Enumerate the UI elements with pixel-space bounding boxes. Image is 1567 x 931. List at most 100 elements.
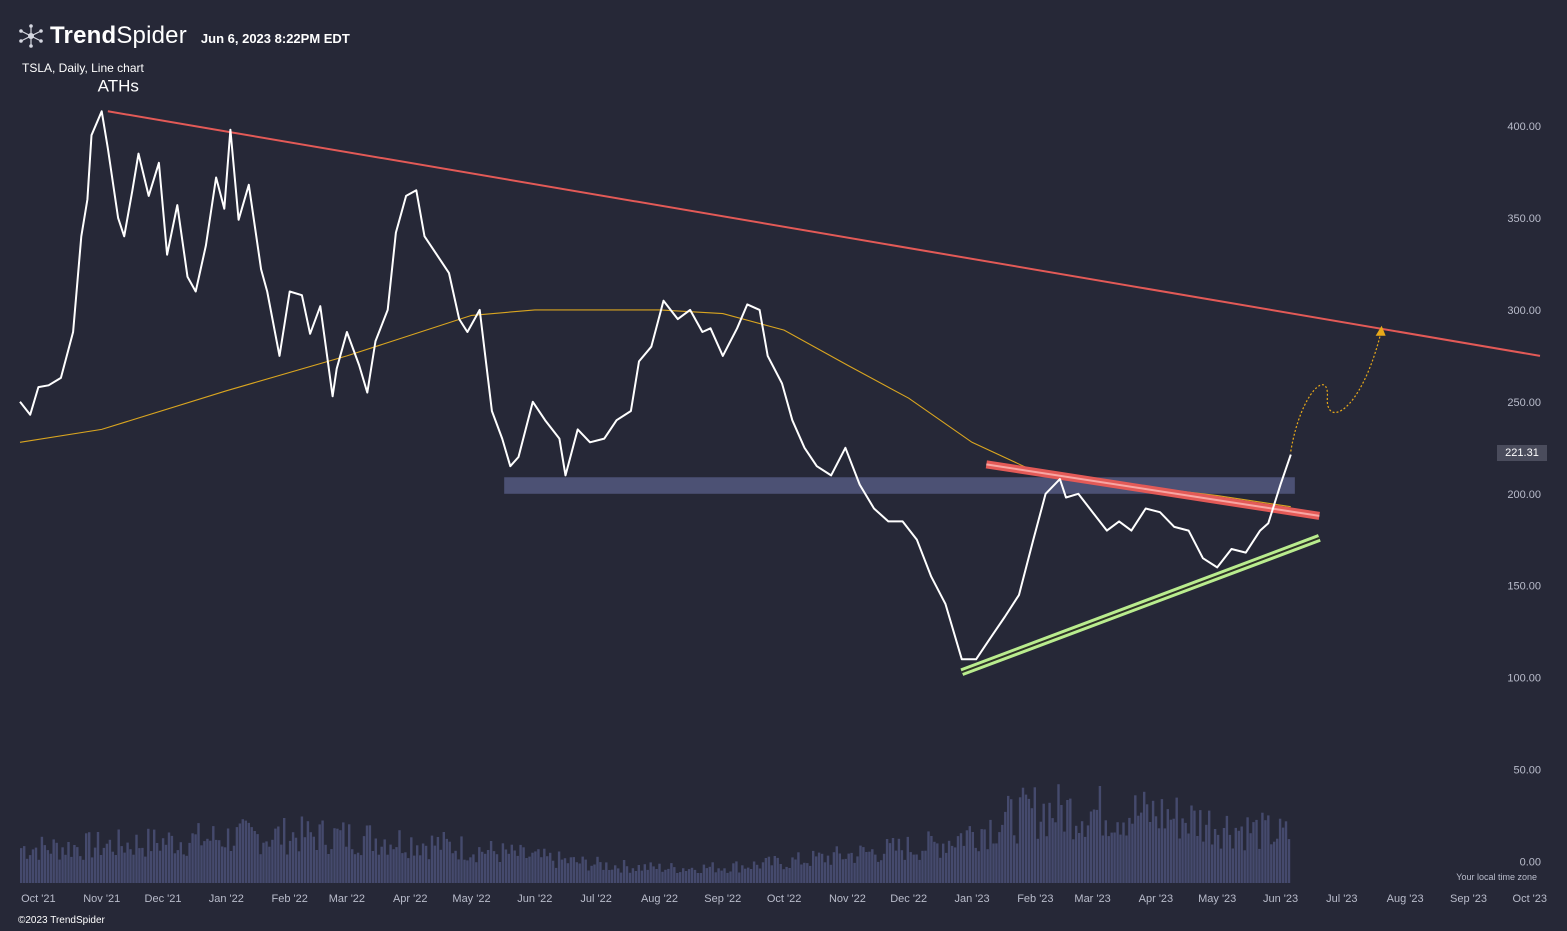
volume-bar	[439, 849, 442, 883]
volume-bar	[862, 847, 865, 883]
volume-bar	[690, 867, 694, 883]
volume-bar	[1211, 844, 1214, 883]
y-axis[interactable]: 400.00 350.00 300.00 250.00 200.00 150.00 100.…	[1507, 121, 1541, 869]
brand-header: TrendSpider Jun 6, 2023 8:22PM EDT	[18, 22, 350, 50]
volume-bar	[1051, 818, 1054, 883]
volume-bar	[1027, 798, 1031, 883]
volume-bar	[312, 836, 315, 883]
volume-bar	[129, 849, 132, 883]
volume-bar	[882, 853, 886, 883]
volume-bar	[602, 869, 605, 883]
moving-average	[19, 309, 1291, 508]
volume-bar	[300, 816, 304, 883]
volume-bar	[155, 843, 159, 883]
volume-bar	[1276, 838, 1279, 883]
volume-bar	[392, 849, 395, 883]
volume-bar	[218, 840, 221, 883]
volume-bar	[294, 837, 298, 883]
volume-bar	[525, 858, 528, 883]
volume-bar	[90, 857, 94, 883]
volume-bar	[856, 856, 859, 883]
volume-bar	[590, 865, 593, 883]
volume-bar	[1080, 821, 1084, 883]
volume-bar	[800, 864, 803, 883]
volume-bar	[1131, 823, 1134, 883]
volume-bar	[238, 823, 242, 883]
volume-bar	[351, 849, 354, 883]
volume-bar	[280, 844, 283, 883]
volume-bar	[1083, 836, 1087, 883]
volume-bar	[114, 855, 117, 883]
volume-bar	[288, 840, 292, 883]
timestamp: Jun 6, 2023 8:22PM EDT	[200, 30, 350, 46]
volume-bar	[773, 856, 776, 883]
volume-bar	[1010, 799, 1013, 883]
x-axis[interactable]: Oct '21 Nov '21 Dec '21 Jan '22 Feb '22 Mar '…	[21, 893, 1547, 905]
x-tick-label: Jan '22	[209, 893, 244, 905]
volume-bar	[49, 853, 52, 883]
volume-bar	[1089, 811, 1093, 883]
volume-bar	[614, 865, 617, 883]
volume-bar	[1045, 836, 1048, 883]
volume-bar	[741, 865, 744, 883]
timezone-note[interactable]: Your local time zone	[1456, 872, 1537, 882]
volume-bar	[306, 821, 310, 883]
last-price-badge: 221.31	[1497, 445, 1547, 461]
volume-bar	[1063, 831, 1066, 883]
volume-bar	[714, 872, 717, 883]
volume-bar	[164, 844, 168, 883]
volume-bar	[744, 868, 747, 883]
volume-bar	[838, 853, 841, 883]
volume-bar	[52, 839, 55, 883]
volume-bar	[356, 852, 360, 883]
volume-bar	[900, 850, 904, 883]
volume-bar	[942, 843, 945, 883]
volume-bar	[812, 850, 815, 883]
x-tick-label: Apr '22	[393, 893, 428, 905]
volume-bar	[1219, 848, 1223, 883]
volume-bar	[767, 856, 771, 883]
volume-bar	[268, 846, 271, 883]
volume-bar	[377, 854, 380, 883]
volume-bar	[1145, 804, 1149, 883]
volume-bar	[1137, 815, 1140, 883]
volume-bar	[495, 854, 499, 883]
volume-bar	[865, 852, 868, 883]
volume-bar	[383, 839, 386, 883]
volume-bar	[173, 853, 177, 883]
volume-bar	[1122, 822, 1125, 883]
support-trendline-inner	[961, 536, 1320, 674]
volume-bar	[729, 871, 732, 883]
volume-bar	[847, 853, 850, 883]
volume-bar	[96, 832, 100, 883]
volume-bar	[321, 820, 324, 883]
volume-bar	[921, 850, 924, 883]
volume-bar	[70, 856, 73, 883]
volume-bar	[723, 868, 726, 883]
volume-bar	[241, 819, 244, 883]
volume-bar	[516, 855, 519, 883]
volume-bar	[147, 828, 150, 883]
volume-bar	[965, 830, 969, 883]
volume-bar	[989, 819, 992, 883]
volume-bar	[687, 869, 691, 883]
volume-bar	[88, 832, 91, 883]
volume-bar	[368, 825, 372, 883]
volume-bar	[998, 832, 1001, 883]
volume-bar	[250, 827, 253, 883]
y-tick-label: 250.00	[1507, 397, 1541, 409]
volume-bar	[1252, 822, 1255, 883]
volume-bar	[1078, 833, 1081, 883]
y-tick-label: 200.00	[1507, 489, 1541, 501]
volume-bar	[345, 846, 348, 883]
volume-bar	[37, 859, 41, 883]
volume-bar	[108, 839, 112, 883]
volume-bar	[702, 864, 706, 883]
volume-bar	[705, 868, 708, 883]
volume-bar	[634, 871, 638, 883]
volume-bar	[992, 843, 995, 883]
volume-bar	[572, 857, 575, 883]
volume-bar	[711, 862, 714, 883]
volume-bar	[758, 868, 762, 883]
volume-bar	[215, 839, 218, 883]
